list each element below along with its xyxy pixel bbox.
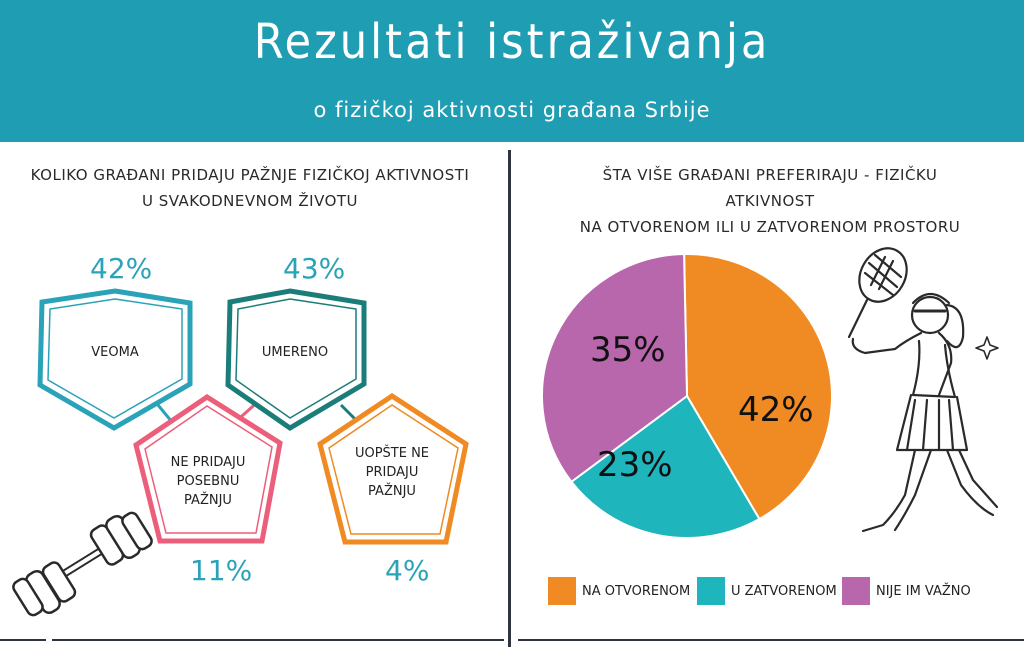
label-veoma: VEOMA [91,345,139,360]
right-question-line2: na otvorenom ili u zatvorenom prostoru [579,218,961,236]
bottom-rule [52,639,504,641]
pentagon-umereno [225,288,367,431]
tennis-player-icon [847,247,999,533]
page-title: Rezultati istraživanja [253,14,771,70]
left-question: Koliko građani pridaju pažnje fizičkoj a… [30,166,470,210]
legend-label: NA OTVORENOM [582,583,691,599]
legend-item-na-otvorenom: NA OTVORENOM [548,576,690,606]
pie-slice-u-zatvorenom [570,394,761,539]
percent-umereno: 43% [283,252,346,285]
legend-item-nije-im-vazno: NIJE IM VAŽNO [842,576,971,606]
right-question-line1: Šta više građani preferiraju - fizičku a… [602,166,938,210]
percent-veoma: 42% [90,252,153,285]
pentagon-inner [144,405,273,534]
pentagon-inner [47,298,183,419]
pie-slice-nije-im-vazno [541,253,689,484]
pentagon-shape [317,393,469,545]
label-uopste: UOPŠTE NE PRIDAJU PAŽNJU [354,446,430,499]
legend-swatch [842,577,870,605]
label-ne-pridaju: NE PRIDAJU POSEBNU PAŽNJU [170,455,246,508]
legend-item-u-zatvorenom: U ZATVORENOM [697,576,837,606]
panel-divider [508,150,511,647]
pentagon-ne-pridaju [133,394,283,544]
pentagon-shape [133,394,283,544]
slice-label-nije-im-vazno: 35% [590,330,666,370]
slice-label-u-zatvorenom: 23% [597,445,673,485]
bottom-rule [0,639,46,641]
pentagon-shape [37,288,193,431]
bottom-rule [518,639,1024,641]
page-subtitle: o fizičkoj aktivnosti građana Srbije [313,98,711,122]
slice-label-na-otvorenom: 42% [738,390,814,430]
legend-swatch [697,577,725,605]
legend-label: NIJE IM VAŽNO [876,583,971,599]
legend-label: U ZATVORENOM [731,583,837,599]
pentagon-uopste [317,393,469,545]
pentagon-veoma [37,288,193,431]
dumbbell-icon [12,511,153,617]
header-banner: Rezultati istraživanja o fizičkoj aktivn… [0,0,1024,142]
pentagon-inner [235,298,357,419]
connector-line [156,404,174,423]
percent-uopste: 4% [385,554,430,587]
legend-swatch [548,577,576,605]
percent-ne-pridaju: 11% [190,554,253,587]
label-umereno: UMERENO [261,345,329,360]
pentagon-inner [328,404,459,535]
right-question: Šta više građani preferiraju - fizičku a… [560,162,980,240]
connector-line [339,403,358,422]
